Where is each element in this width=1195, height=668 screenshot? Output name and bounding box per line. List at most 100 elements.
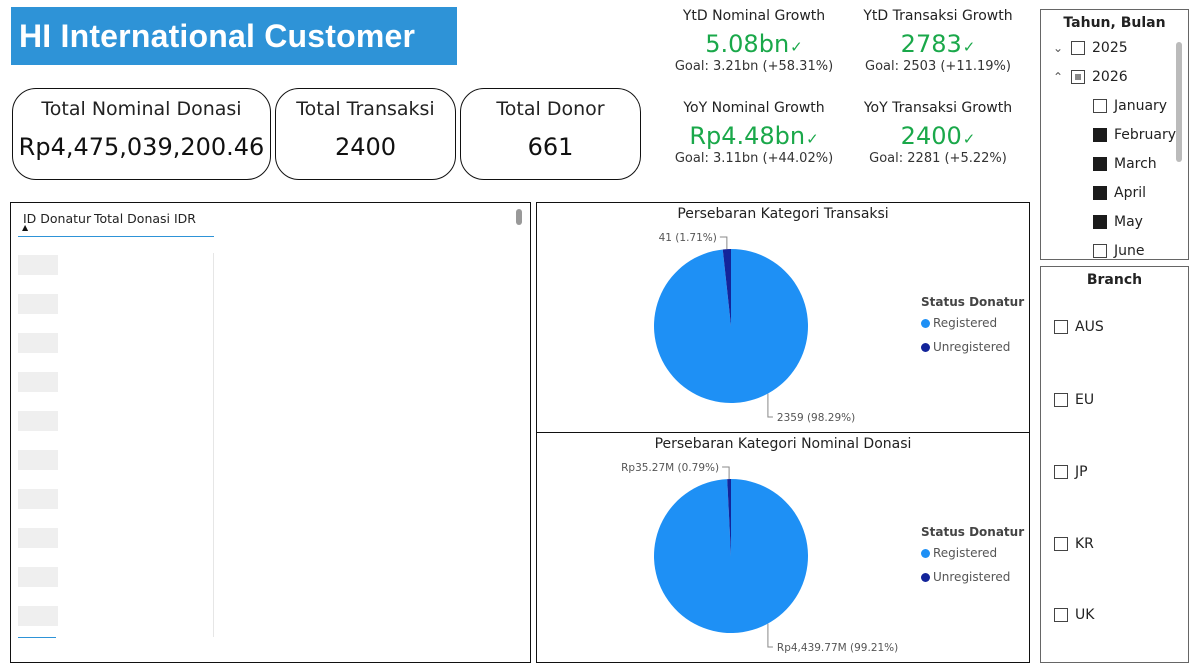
leader-line-registered — [767, 393, 773, 418]
donor-table-panel[interactable]: ID Donatur Total Donasi IDR ▲ — [10, 202, 531, 663]
table-row[interactable] — [18, 567, 58, 587]
checkbox-2025[interactable] — [1071, 41, 1085, 55]
data-label-registered: 2359 (98.29%) — [777, 412, 855, 424]
ytd-transaksi-growth-value: 2783 — [900, 30, 962, 58]
dashboard-title-banner: HI International Customer — [11, 7, 457, 65]
ytd-transaksi-growth-title: YtD Transaksi Growth — [863, 8, 1013, 24]
branch-item-kr[interactable]: KR — [1054, 536, 1094, 552]
legend-item-unregistered[interactable]: Unregistered — [921, 340, 1010, 354]
table-row[interactable] — [18, 255, 58, 275]
ytd-transaksi-growth-card[interactable]: YtD Transaksi Growth 2783✓ Goal: 2503 (+… — [853, 8, 1023, 74]
column-header-id-donatur[interactable]: ID Donatur — [23, 211, 92, 226]
pie-transaksi-chart[interactable]: 41 (1.71%) 2359 (98.29%) — [537, 203, 1031, 434]
check-icon: ✓ — [962, 38, 976, 56]
year-2026-item[interactable]: ⌃ 2026 — [1051, 67, 1128, 87]
data-label-unregistered: 41 (1.71%) — [659, 232, 717, 244]
kpi-total-transaksi-card[interactable]: Total Transaksi 2400 — [275, 88, 456, 180]
month-january-item[interactable]: January — [1093, 96, 1167, 116]
checkbox-april[interactable] — [1093, 186, 1107, 200]
pie-nominal-chart[interactable]: Rp35.27M (0.79%) Rp4,439.77M (99.21%) — [537, 433, 1031, 664]
year-2025-label: 2025 — [1092, 40, 1128, 56]
checkbox-may[interactable] — [1093, 215, 1107, 229]
slicer-tahun-bulan[interactable]: Tahun, Bulan ⌄ 2025 ⌃ 2026 January Febru… — [1040, 9, 1189, 260]
branch-item-uk[interactable]: UK — [1054, 607, 1094, 623]
month-april-item[interactable]: April — [1093, 183, 1146, 203]
table-row[interactable] — [18, 450, 58, 470]
branch-label-jp: JP — [1075, 464, 1088, 480]
pie-nominal-legend-title: Status Donatur — [921, 525, 1025, 539]
pie-transaksi-title: Persebaran Kategori Transaksi — [677, 206, 889, 222]
kpi-total-nominal-label: Total Nominal Donasi — [41, 98, 242, 120]
pie-nominal-title: Persebaran Kategori Nominal Donasi — [654, 436, 912, 452]
table-row[interactable] — [18, 294, 58, 314]
year-2026-label: 2026 — [1092, 69, 1128, 85]
kpi-total-donor-label: Total Donor — [496, 98, 605, 120]
checkbox-uk[interactable] — [1054, 608, 1068, 622]
sort-ascending-icon[interactable]: ▲ — [22, 223, 29, 232]
ytd-nominal-growth-title: YtD Nominal Growth — [682, 8, 826, 24]
header-underline — [18, 236, 214, 237]
pie-nominal-panel[interactable]: Persebaran Kategori Nominal Donasi Rp35.… — [536, 432, 1030, 663]
pie-slice-unregistered[interactable] — [722, 249, 731, 326]
month-february-item[interactable]: February — [1093, 125, 1176, 145]
kpi-total-donor-value: 661 — [527, 133, 574, 161]
checkbox-eu[interactable] — [1054, 393, 1068, 407]
legend-dot-unregistered — [921, 572, 930, 582]
pie-slice-registered[interactable] — [654, 479, 808, 633]
pie-transaksi-panel[interactable]: Persebaran Kategori Transaksi 41 (1.71%)… — [536, 202, 1030, 433]
slicer-scrollbar[interactable] — [1176, 42, 1182, 162]
month-may-item[interactable]: May — [1093, 212, 1143, 232]
table-row[interactable] — [18, 372, 58, 392]
month-may-label: May — [1114, 214, 1143, 230]
table-row[interactable] — [18, 333, 58, 353]
slicer-branch[interactable]: Branch AUS EU JP KR UK — [1040, 266, 1189, 663]
branch-item-aus[interactable]: AUS — [1054, 319, 1104, 335]
slicer-tahun-bulan-title: Tahun, Bulan — [1063, 15, 1166, 31]
checkbox-aus[interactable] — [1054, 320, 1068, 334]
legend-item-registered[interactable]: Registered — [921, 316, 997, 330]
checkbox-february[interactable] — [1093, 128, 1107, 142]
legend-label-unregistered: Unregistered — [933, 340, 1011, 354]
kpi-total-donor-card[interactable]: Total Donor 661 — [460, 88, 641, 180]
pie-slice-unregistered[interactable] — [727, 479, 731, 556]
branch-item-eu[interactable]: EU — [1054, 392, 1094, 408]
table-row[interactable] — [18, 606, 58, 626]
month-june-item[interactable]: June — [1093, 241, 1145, 259]
branch-label-uk: UK — [1075, 607, 1095, 623]
table-row[interactable] — [18, 489, 58, 509]
table-row[interactable] — [18, 528, 58, 548]
checkbox-2026[interactable] — [1071, 70, 1085, 84]
legend-item-unregistered[interactable]: Unregistered — [921, 570, 1010, 584]
ytd-nominal-growth-value: 5.08bn — [705, 30, 790, 58]
kpi-total-nominal-card[interactable]: Total Nominal Donasi Rp4,475,039,200.46 — [12, 88, 271, 180]
yoy-transaksi-growth-card[interactable]: YoY Transaksi Growth 2400✓ Goal: 2281 (+… — [853, 100, 1023, 166]
checkbox-january[interactable] — [1093, 99, 1107, 113]
legend-dot-unregistered — [921, 342, 930, 352]
year-2025-item[interactable]: ⌄ 2025 — [1051, 38, 1128, 58]
legend-label-registered: Registered — [933, 546, 998, 560]
column-header-total-donasi[interactable]: Total Donasi IDR — [94, 211, 196, 226]
yoy-nominal-growth-value: Rp4.48bn — [689, 122, 806, 150]
chevron-down-icon[interactable]: ⌄ — [1052, 41, 1064, 55]
checkbox-march[interactable] — [1093, 157, 1107, 171]
legend-item-registered[interactable]: Registered — [921, 546, 997, 560]
pie-transaksi-legend-title: Status Donatur — [921, 295, 1025, 309]
yoy-nominal-growth-card[interactable]: YoY Nominal Growth Rp4.48bn✓ Goal: 3.11b… — [669, 100, 839, 166]
yoy-transaksi-growth-value: 2400 — [900, 122, 962, 150]
branch-item-jp[interactable]: JP — [1054, 464, 1088, 480]
ytd-nominal-growth-card[interactable]: YtD Nominal Growth 5.08bn✓ Goal: 3.21bn … — [669, 8, 839, 74]
branch-label-aus: AUS — [1075, 319, 1104, 335]
month-march-item[interactable]: March — [1093, 154, 1157, 174]
leader-line-unregistered — [719, 236, 728, 250]
table-row[interactable] — [18, 411, 58, 431]
legend-dot-registered — [921, 548, 930, 558]
checkbox-june[interactable] — [1093, 244, 1107, 258]
data-label-registered: Rp4,439.77M (99.21%) — [777, 642, 898, 654]
checkbox-kr[interactable] — [1054, 537, 1068, 551]
yoy-nominal-growth-title: YoY Nominal Growth — [683, 100, 825, 116]
table-footer-line — [18, 637, 56, 638]
chevron-up-icon[interactable]: ⌃ — [1052, 70, 1064, 84]
checkbox-jp[interactable] — [1054, 465, 1068, 479]
ytd-nominal-growth-goal: Goal: 3.21bn (+58.31%) — [674, 59, 834, 74]
table-scrollbar[interactable] — [516, 209, 522, 225]
